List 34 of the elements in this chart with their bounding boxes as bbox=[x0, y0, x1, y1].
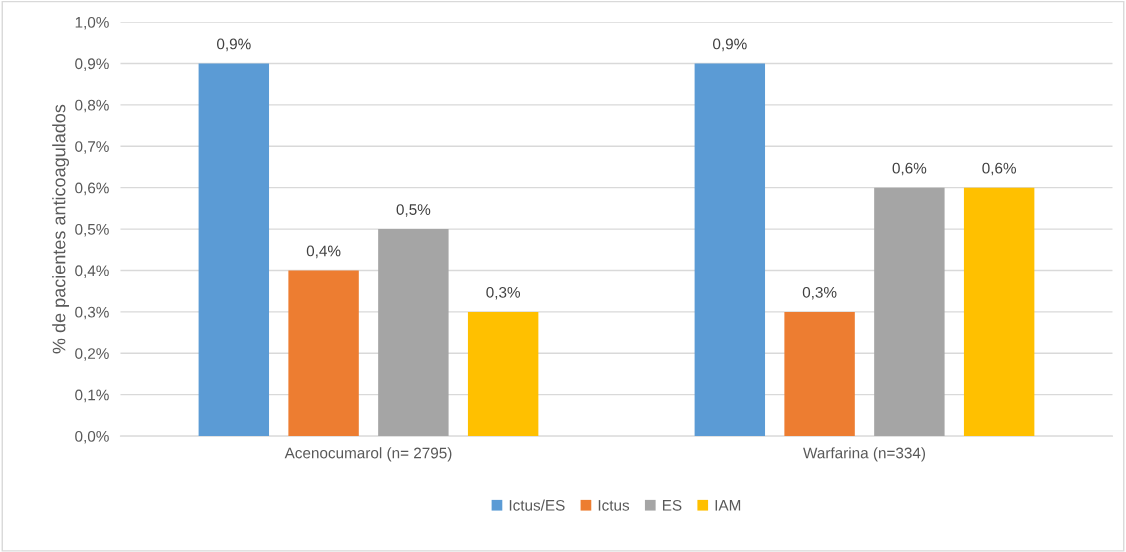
data-label: 0,6% bbox=[892, 162, 927, 176]
y-tick-label: 0,2% bbox=[75, 348, 109, 361]
bar bbox=[784, 311, 855, 437]
y-tick-label: 0,6% bbox=[75, 182, 109, 196]
y-axis-title: % de pacientes anticoagulados bbox=[52, 104, 69, 354]
bar bbox=[378, 229, 449, 437]
y-tick-label: 0,1% bbox=[75, 389, 109, 403]
x-tick-label: Warfarina (n=334) bbox=[803, 447, 926, 462]
y-tick-label: 0,0% bbox=[75, 430, 109, 444]
bar bbox=[288, 270, 359, 437]
legend-label: Ictus/ES bbox=[509, 499, 565, 511]
data-label: 0,9% bbox=[217, 38, 251, 52]
y-tick-label: 0,7% bbox=[75, 141, 109, 154]
data-label: 0,3% bbox=[802, 286, 837, 300]
bar bbox=[963, 187, 1035, 437]
bar bbox=[467, 311, 539, 437]
data-label: 0,5% bbox=[396, 204, 431, 217]
y-tick-label: 0,8% bbox=[75, 99, 109, 113]
data-label: 0,6% bbox=[982, 162, 1017, 176]
data-label: 0,4% bbox=[306, 245, 341, 259]
bar bbox=[694, 63, 766, 437]
bar bbox=[198, 63, 270, 437]
y-tick-label: 0,9% bbox=[75, 58, 109, 71]
legend-label: ES bbox=[662, 499, 682, 511]
y-tick-label: 0,5% bbox=[75, 223, 109, 237]
legend-label: IAM bbox=[715, 500, 741, 511]
bar bbox=[874, 187, 945, 437]
y-tick-label: 0,4% bbox=[75, 265, 109, 278]
y-tick-label: 0,3% bbox=[75, 306, 109, 320]
data-label: 0,9% bbox=[713, 38, 747, 52]
data-label: 0,3% bbox=[486, 286, 521, 300]
x-tick-label: Acenocumarol (n= 2795) bbox=[284, 447, 452, 462]
y-tick-label: 1,0% bbox=[75, 16, 109, 30]
legend-label: Ictus bbox=[598, 500, 630, 511]
